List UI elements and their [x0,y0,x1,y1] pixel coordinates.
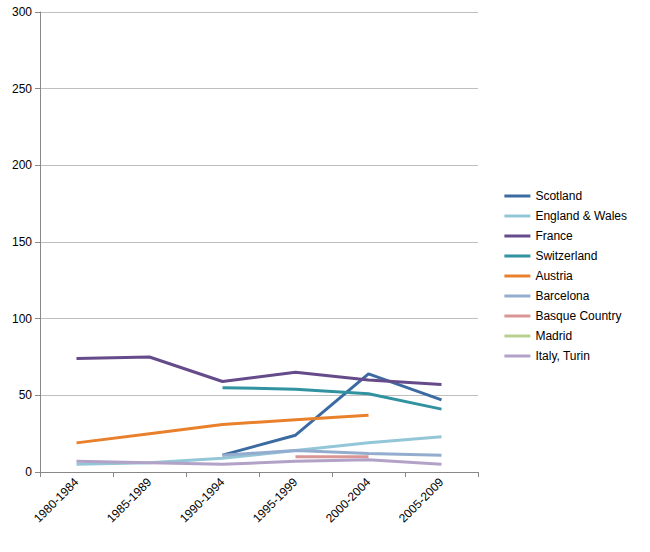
svg-text:200: 200 [12,158,32,172]
svg-text:Basque Country: Basque Country [535,309,621,323]
svg-text:1985-1989: 1985-1989 [104,475,155,526]
svg-text:1990-1994: 1990-1994 [177,475,228,526]
svg-text:Switzerland: Switzerland [535,249,597,263]
svg-text:Austria: Austria [535,269,573,283]
svg-text:0: 0 [25,465,32,479]
svg-text:England & Wales: England & Wales [535,209,627,223]
svg-text:100: 100 [12,312,32,326]
svg-text:Madrid: Madrid [535,329,572,343]
svg-text:Barcelona: Barcelona [535,289,589,303]
svg-text:Scotland: Scotland [535,189,582,203]
svg-text:2000-2004: 2000-2004 [323,475,374,526]
svg-text:150: 150 [12,235,32,249]
svg-text:250: 250 [12,82,32,96]
svg-text:2005-2009: 2005-2009 [396,475,447,526]
svg-text:Italy, Turin: Italy, Turin [535,349,589,363]
svg-text:France: France [535,229,573,243]
svg-text:1995-1999: 1995-1999 [250,475,301,526]
svg-text:300: 300 [12,5,32,19]
svg-text:1980-1984: 1980-1984 [31,475,82,526]
svg-text:50: 50 [19,388,33,402]
